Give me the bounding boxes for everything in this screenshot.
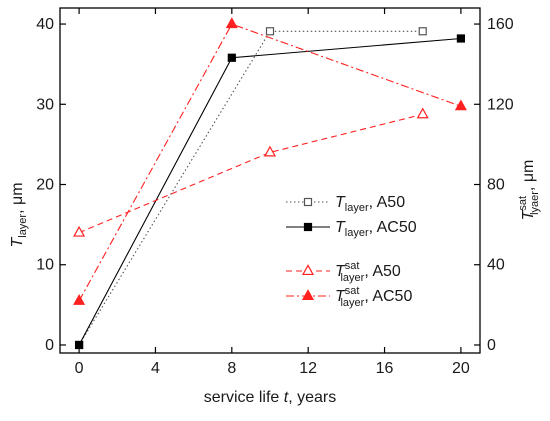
data-point: [416, 107, 429, 119]
legend-label: Tsat layer, A50: [335, 260, 401, 284]
series-3: [73, 107, 429, 237]
series-line: [78, 23, 462, 302]
y-tick-right-label: 80: [487, 177, 505, 194]
y-tick-right-label: 40: [487, 257, 505, 274]
series-4: [73, 17, 467, 305]
y-tick-right-label: 0: [487, 337, 496, 354]
y-tick-left-label: 30: [36, 96, 54, 113]
y-tick-left-label: 10: [36, 257, 54, 274]
data-point: [74, 340, 84, 350]
data-point: [73, 225, 86, 237]
series-layer: [73, 17, 467, 350]
data-point: [263, 145, 277, 157]
data-point: [418, 27, 427, 36]
plot-frame: [59, 7, 481, 354]
y-axis-left-title: Tlayer, μm: [9, 182, 29, 247]
data-point: [265, 27, 275, 36]
x-tick-label: 4: [151, 360, 160, 377]
legend-item-3: Tsat layer, A50: [286, 260, 401, 284]
y-axis-right: 0 40 80 120 160: [474, 16, 514, 354]
legend-label: Tsat layer, AC50: [335, 285, 412, 309]
data-point: [454, 99, 467, 111]
legend-marker: [303, 222, 313, 232]
x-tick-label: 12: [299, 360, 317, 377]
data-point: [227, 53, 236, 62]
legend-item-2: Tlayer, AC50: [286, 219, 417, 239]
legend-label: Tlayer, A50: [335, 194, 405, 214]
y-tick-right-label: 120: [487, 96, 514, 113]
x-tick-label: 8: [227, 360, 236, 377]
x-tick-label: 0: [75, 360, 84, 377]
y-tick-left-label: 40: [36, 16, 54, 33]
y-tick-left-label: 0: [45, 337, 54, 354]
legend-item-1: Tlayer, A50: [286, 194, 405, 214]
series-2: [74, 34, 466, 350]
legend-marker: [303, 197, 313, 207]
data-point: [225, 17, 238, 29]
legend-marker: [301, 289, 315, 301]
series-line: [78, 113, 423, 234]
legend-label: Tlayer, AC50: [335, 219, 417, 239]
x-axis-title: service life t, years: [204, 389, 337, 406]
legend: Tlayer, A50 Tlayer, AC50 Tsat layer, A50Tsa…: [286, 194, 417, 309]
x-axis: 0 4 8 12 16 20: [75, 8, 470, 377]
legend-marker: [301, 264, 315, 276]
y-tick-left-label: 20: [36, 177, 54, 194]
data-point: [456, 34, 466, 43]
data-point: [73, 294, 86, 305]
legend-item-4: Tsat layer, AC50: [286, 285, 412, 309]
series-line: [78, 30, 423, 346]
y-axis-left: 0 10 20 30 40: [36, 16, 66, 354]
y-tick-right-label: 160: [487, 16, 514, 33]
y-axis-right-title: Tsatlyaer, μm: [517, 160, 541, 221]
x-tick-label: 20: [452, 360, 470, 377]
x-tick-label: 16: [376, 360, 394, 377]
